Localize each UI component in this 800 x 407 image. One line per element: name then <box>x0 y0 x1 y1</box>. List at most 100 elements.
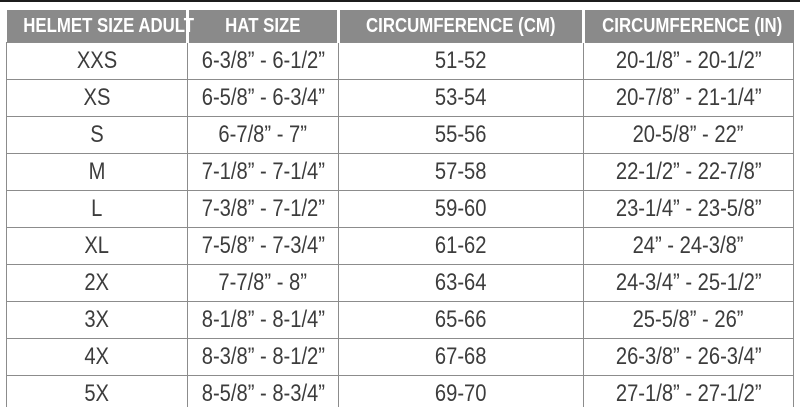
circumference-in-value: 20-7/8” - 21-1/4” <box>615 84 762 111</box>
cell-size: 3X <box>6 301 188 339</box>
circumference-in-value: 22-1/2” - 22-7/8” <box>615 158 762 185</box>
circumference-in-value: 20-5/8” - 22” <box>633 121 744 148</box>
col-header-circumference-in: CIRCUMFERENCE (IN) <box>582 10 794 43</box>
hat-size-value: 7-7/8” - 8” <box>218 269 308 296</box>
cell-circumference-cm: 61-62 <box>338 227 584 265</box>
cell-circumference-cm: 51-52 <box>338 42 584 80</box>
circumference-cm-value: 51-52 <box>435 47 487 74</box>
table-row: 2X 7-7/8” - 8” 63-64 24-3/4” - 25-1/2” <box>6 264 794 302</box>
cell-hat-size: 6-3/8” - 6-1/2” <box>187 42 339 80</box>
cell-hat-size: 7-5/8” - 7-3/4” <box>187 227 339 265</box>
cell-circumference-cm: 59-60 <box>338 190 584 228</box>
hat-size-value: 7-3/8” - 7-1/2” <box>201 195 325 222</box>
hat-size-value: 8-3/8” - 8-1/2” <box>201 343 325 370</box>
table-row: 3X 8-1/8” - 8-1/4” 65-66 25-5/8” - 26” <box>6 301 794 339</box>
col-header-hat-size: HAT SIZE <box>186 10 339 43</box>
cell-circumference-in: 20-1/8” - 20-1/2” <box>583 42 794 80</box>
cell-circumference-in: 24-3/4” - 25-1/2” <box>583 264 794 302</box>
circumference-cm-value: 67-68 <box>435 343 487 370</box>
col-header-helmet-size: HELMET SIZE ADULT <box>6 10 194 43</box>
hat-size-value: 8-1/8” - 8-1/4” <box>201 306 325 333</box>
cell-circumference-in: 25-5/8” - 26” <box>583 301 794 339</box>
circumference-in-value: 26-3/8” - 26-3/4” <box>615 343 762 370</box>
cell-size: XS <box>6 79 188 117</box>
col-header-circumference-cm: CIRCUMFERENCE (CM) <box>337 10 584 43</box>
cell-size: 5X <box>6 375 188 407</box>
hat-size-value: 7-1/8” - 7-1/4” <box>201 158 325 185</box>
cell-size: L <box>6 190 188 228</box>
cell-circumference-in: 27-1/8” - 27-1/2” <box>583 375 794 407</box>
size-value: L <box>91 195 103 222</box>
cell-circumference-in: 24” - 24-3/8” <box>583 227 794 265</box>
size-value: XXS <box>76 47 118 74</box>
cell-hat-size: 6-5/8” - 6-3/4” <box>187 79 339 117</box>
col-header-circumference-in-label: CIRCUMFERENCE (IN) <box>602 14 783 37</box>
table-row: 5X 8-5/8” - 8-3/4” 69-70 27-1/8” - 27-1/… <box>6 375 794 407</box>
cell-circumference-in: 20-5/8” - 22” <box>583 116 794 154</box>
size-value: 3X <box>84 306 110 333</box>
cell-size: 2X <box>6 264 188 302</box>
cell-circumference-in: 26-3/8” - 26-3/4” <box>583 338 794 376</box>
cell-size: XL <box>6 227 188 265</box>
cell-circumference-cm: 63-64 <box>338 264 584 302</box>
cell-circumference-cm: 65-66 <box>338 301 584 339</box>
size-value: 4X <box>84 343 110 370</box>
circumference-in-value: 25-5/8” - 26” <box>633 306 744 333</box>
circumference-cm-value: 59-60 <box>435 195 487 222</box>
table-row: XS 6-5/8” - 6-3/4” 53-54 20-7/8” - 21-1/… <box>6 79 794 117</box>
table-row: 4X 8-3/8” - 8-1/2” 67-68 26-3/8” - 26-3/… <box>6 338 794 376</box>
cell-hat-size: 8-3/8” - 8-1/2” <box>187 338 339 376</box>
table-row: S 6-7/8” - 7” 55-56 20-5/8” - 22” <box>6 116 794 154</box>
size-value: 2X <box>84 269 110 296</box>
table-header-row: HELMET SIZE ADULT HAT SIZE CIRCUMFERENCE… <box>6 10 794 43</box>
cell-hat-size: 7-7/8” - 8” <box>187 264 339 302</box>
cell-circumference-in: 20-7/8” - 21-1/4” <box>583 79 794 117</box>
cell-circumference-cm: 55-56 <box>338 116 584 154</box>
size-value: 5X <box>84 380 110 407</box>
hat-size-value: 7-5/8” - 7-3/4” <box>201 232 325 259</box>
hat-size-value: 6-7/8” - 7” <box>218 121 308 148</box>
hat-size-value: 6-5/8” - 6-3/4” <box>201 84 325 111</box>
circumference-cm-value: 69-70 <box>435 380 487 407</box>
cell-circumference-cm: 53-54 <box>338 79 584 117</box>
cell-hat-size: 7-1/8” - 7-1/4” <box>187 153 339 191</box>
top-border-line <box>0 0 800 2</box>
circumference-cm-value: 57-58 <box>435 158 487 185</box>
circumference-cm-value: 61-62 <box>435 232 487 259</box>
circumference-in-value: 23-1/4” - 23-5/8” <box>615 195 762 222</box>
cell-circumference-cm: 69-70 <box>338 375 584 407</box>
hat-size-value: 8-5/8” - 8-3/4” <box>201 380 325 407</box>
size-value: S <box>90 121 104 148</box>
cell-circumference-cm: 67-68 <box>338 338 584 376</box>
cell-size: 4X <box>6 338 188 376</box>
table-row: M 7-1/8” - 7-1/4” 57-58 22-1/2” - 22-7/8… <box>6 153 794 191</box>
cell-size: XXS <box>6 42 188 80</box>
cell-circumference-in: 22-1/2” - 22-7/8” <box>583 153 794 191</box>
circumference-in-value: 27-1/8” - 27-1/2” <box>615 380 762 407</box>
table-row: L 7-3/8” - 7-1/2” 59-60 23-1/4” - 23-5/8… <box>6 190 794 228</box>
size-value: XS <box>83 84 111 111</box>
circumference-in-value: 20-1/8” - 20-1/2” <box>615 47 762 74</box>
cell-circumference-cm: 57-58 <box>338 153 584 191</box>
table-row: XL 7-5/8” - 7-3/4” 61-62 24” - 24-3/8” <box>6 227 794 265</box>
cell-size: M <box>6 153 188 191</box>
col-header-circumference-cm-label: CIRCUMFERENCE (CM) <box>366 14 556 37</box>
circumference-cm-value: 55-56 <box>435 121 487 148</box>
circumference-in-value: 24-3/4” - 25-1/2” <box>615 269 762 296</box>
cell-size: S <box>6 116 188 154</box>
cell-hat-size: 6-7/8” - 7” <box>187 116 339 154</box>
col-header-helmet-size-label: HELMET SIZE ADULT <box>22 14 194 37</box>
cell-hat-size: 7-3/8” - 7-1/2” <box>187 190 339 228</box>
cell-hat-size: 8-5/8” - 8-3/4” <box>187 375 339 407</box>
cell-hat-size: 8-1/8” - 8-1/4” <box>187 301 339 339</box>
cell-circumference-in: 23-1/4” - 23-5/8” <box>583 190 794 228</box>
size-value: M <box>88 158 106 185</box>
size-value: XL <box>84 232 110 259</box>
circumference-cm-value: 63-64 <box>435 269 487 296</box>
helmet-size-chart-table: HELMET SIZE ADULT HAT SIZE CIRCUMFERENCE… <box>6 10 794 407</box>
col-header-hat-size-label: HAT SIZE <box>225 14 301 37</box>
circumference-cm-value: 65-66 <box>435 306 487 333</box>
hat-size-value: 6-3/8” - 6-1/2” <box>201 47 325 74</box>
circumference-cm-value: 53-54 <box>435 84 487 111</box>
